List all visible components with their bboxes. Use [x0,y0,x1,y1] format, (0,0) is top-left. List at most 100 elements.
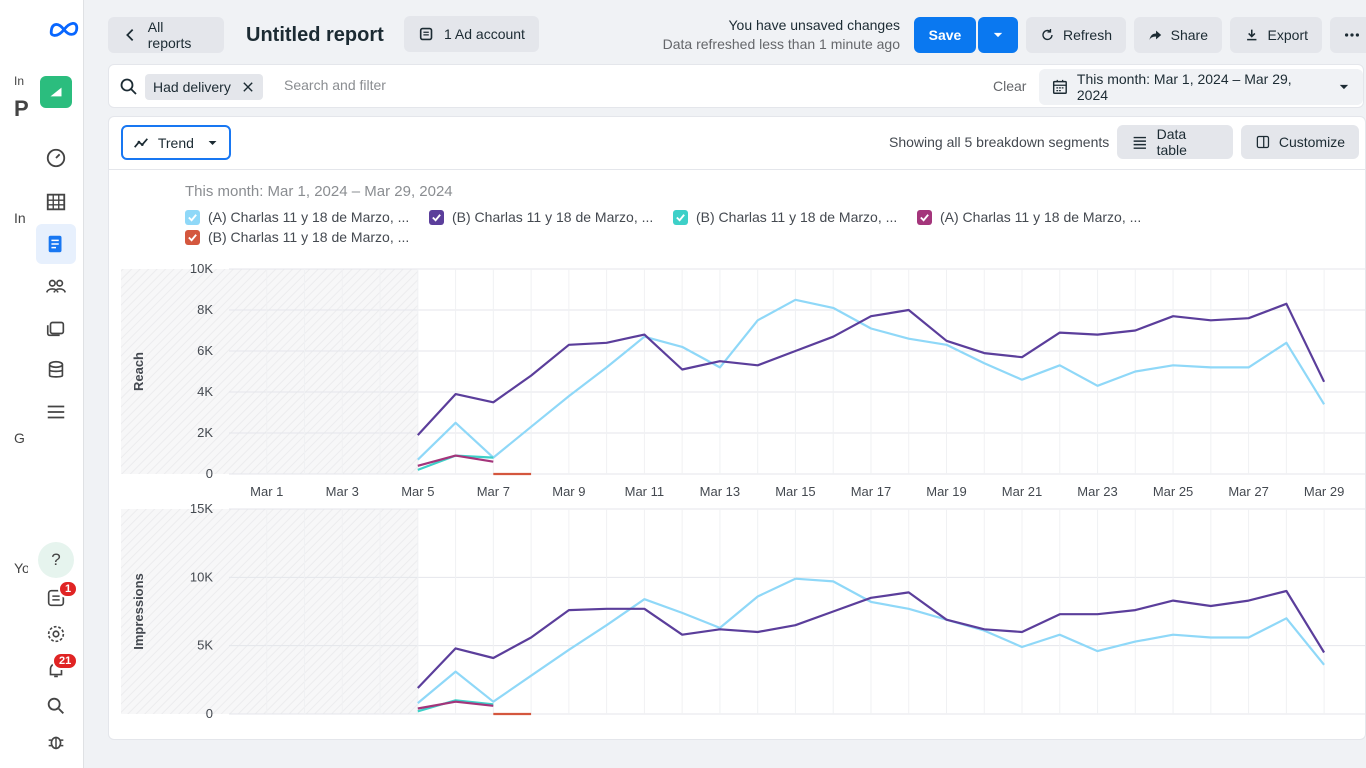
y-tick-label: 0 [206,466,213,481]
filter-chip[interactable]: Had delivery [145,74,263,100]
database-icon[interactable] [42,356,70,384]
refresh-button[interactable]: Refresh [1026,17,1126,53]
close-icon[interactable] [241,80,255,94]
search-input[interactable]: Search and filter [284,77,386,93]
notifications-list-icon[interactable] [42,584,70,612]
download-icon [1247,29,1257,41]
y-tick-label: 4K [197,384,213,399]
segments-status: Showing all 5 breakdown segments [889,134,1110,150]
legend-checkbox[interactable] [917,209,932,225]
notifications-badge: 1 [58,580,79,598]
save-options-button[interactable] [978,17,1018,53]
share-icon [1149,30,1162,41]
bug-report-icon[interactable] [42,728,70,756]
audiences-icon[interactable] [42,272,70,300]
series-line [417,298,1326,461]
chevron-down-icon [993,32,1003,38]
legend-item[interactable]: (A) Charlas 11 y 18 de Marzo, ... [185,209,409,225]
date-range-picker[interactable]: This month: Mar 1, 2024 – Mar 29, 2024 [1039,69,1363,105]
x-tick-label: Mar 19 [926,484,966,499]
refresh-icon [1042,29,1053,41]
fragment-text: P [14,96,29,121]
fragment-text: In [14,74,25,88]
table-grid-icon[interactable] [42,188,70,216]
series-line [417,589,1326,689]
data-table-label: Data table [1156,126,1187,158]
ads-stack-icon[interactable] [42,314,70,342]
data-table-button[interactable]: Data table [1117,125,1233,159]
all-reports-label: All reports [147,19,192,51]
filter-bar: Had delivery Search and filter Clear Thi… [108,64,1364,108]
legend-label: (A) Charlas 11 y 18 de Marzo, ... [940,209,1142,225]
dashboard-gauge-icon[interactable] [42,144,70,172]
filter-chip-label: Had delivery [153,79,231,95]
legend-checkbox[interactable] [673,209,688,225]
share-label: Share [1170,27,1208,43]
x-tick-label: Mar 7 [477,484,510,499]
y-tick-label: 10K [190,569,213,584]
legend-item[interactable]: (B) Charlas 11 y 18 de Marzo, ... [429,209,653,225]
series-line [417,454,494,467]
legend-checkbox[interactable] [185,229,200,245]
clear-filters-button[interactable]: Clear [993,78,1027,94]
x-tick-label: Mar 25 [1153,484,1193,499]
series-line [417,577,1325,704]
chevron-down-icon [1339,84,1349,90]
x-tick-label: Mar 27 [1228,484,1268,499]
y-tick-label: 0 [206,706,213,721]
x-tick-label: Mar 1 [250,484,283,499]
refreshed-text: Data refreshed less than 1 minute ago [662,36,900,52]
ad-account-icon [419,27,433,41]
date-range-label: This month: Mar 1, 2024 – Mar 29, 2024 [1076,71,1292,103]
export-label: Export [1267,27,1308,43]
export-button[interactable]: Export [1230,17,1322,53]
y-tick-label: 6K [197,343,213,358]
x-tick-label: Mar 29 [1304,484,1344,499]
report-header: All reports Untitled report 1 Ad account… [108,16,1366,54]
menu-icon[interactable] [42,398,70,426]
x-tick-label: Mar 11 [625,484,665,499]
series-line [417,699,494,713]
legend-item[interactable]: (B) Charlas 11 y 18 de Marzo, ... [673,209,897,225]
series-line [417,700,494,710]
x-tick-label: Mar 13 [700,484,740,499]
settings-gear-icon[interactable] [42,620,70,648]
app-logo-icon[interactable] [40,76,72,108]
y-axis-label: Impressions [131,573,146,650]
help-icon[interactable]: ? [38,542,74,578]
unsaved-status: You have unsaved changes Data refreshed … [663,16,900,54]
trend-chart: 0 2K 4K 6K 8K 10K Reach 0 5K 10K 15K Impressions Mar… [121,261,1365,721]
fragment-text: In [14,210,26,226]
y-tick-label: 2K [197,425,213,440]
share-button[interactable]: Share [1134,17,1222,53]
legend-item[interactable]: (A) Charlas 11 y 18 de Marzo, ... [917,209,1141,225]
x-tick-label: Mar 17 [851,484,891,499]
reports-icon[interactable] [36,224,76,264]
customize-label: Customize [1278,134,1345,150]
left-nav-rail: ? 1 21 [28,0,84,768]
legend-label: (B) Charlas 11 y 18 de Marzo, ... [208,229,410,245]
ad-account-button[interactable]: 1 Ad account [404,16,539,52]
x-tick-label: Mar 21 [1002,484,1042,499]
all-reports-button[interactable]: All reports [108,17,224,53]
save-button[interactable]: Save [914,17,976,53]
view-type-label: Trend [157,134,194,151]
series-line [416,302,1326,436]
x-tick-label: Mar 23 [1077,484,1117,499]
calendar-icon [1052,79,1067,94]
y-tick-label: 5K [197,638,213,653]
more-options-button[interactable] [1330,17,1366,53]
no-data-shaded-region [121,269,418,474]
chevron-left-icon [126,29,134,41]
search-icon[interactable] [42,692,70,720]
legend-item[interactable]: (B) Charlas 11 y 18 de Marzo, ... [185,229,409,245]
legend-label: (A) Charlas 11 y 18 de Marzo, ... [208,209,410,225]
legend-checkbox[interactable] [429,209,444,225]
legend-checkbox[interactable] [185,209,200,225]
meta-logo-icon[interactable] [44,10,84,46]
view-type-dropdown[interactable]: Trend [121,125,231,160]
y-tick-label: 10K [190,261,213,276]
x-tick-label: Mar 5 [401,484,434,499]
fragment-text: G [14,430,25,446]
customize-button[interactable]: Customize [1241,125,1359,159]
